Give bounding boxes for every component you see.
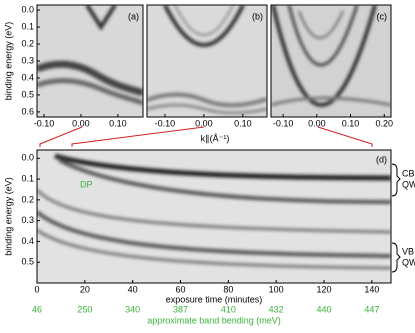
band: [37, 60, 143, 97]
intensity: [37, 5, 143, 106]
intensity: [147, 5, 267, 115]
band: [37, 188, 391, 234]
panel-frame: [270, 4, 392, 118]
annotation: DP: [80, 179, 93, 189]
band: [271, 5, 377, 107]
y-tick-label: 0.5: [21, 257, 34, 267]
annotation: QWS: [402, 257, 415, 267]
y-tick-label: 0.5: [21, 89, 34, 99]
band-bending-label: 250: [77, 304, 92, 314]
x-tick-label: 100: [269, 284, 284, 294]
x-tick-label: -0.10: [34, 118, 55, 128]
annotation: VB: [402, 246, 414, 256]
connectors: [39, 126, 373, 147]
intensity: [271, 5, 391, 107]
annotation: QWS: [402, 179, 415, 189]
panel-frame: [146, 4, 268, 118]
band-bending-label: 440: [317, 304, 332, 314]
brackets: [391, 163, 401, 273]
y-tick-label: 0.1: [21, 21, 34, 31]
x-tick-label: 120: [317, 284, 332, 294]
band: [147, 92, 267, 108]
band: [271, 96, 391, 107]
x-tick-label: 0: [34, 284, 39, 294]
y-tick-label: 0.4: [21, 236, 34, 246]
band-bending-label: 387: [173, 304, 188, 314]
band: [58, 158, 391, 204]
y-tick-label: 0.3: [21, 55, 34, 65]
annotation: CB: [402, 168, 415, 178]
panel-label: (a): [128, 11, 139, 21]
x-tick-label: 0.00: [72, 118, 90, 128]
x-tick-label: 0.00: [308, 118, 326, 128]
band-bending-label: 340: [125, 304, 140, 314]
y-tick-label: 0.1: [21, 173, 34, 183]
y-axis-label: binding energy (eV): [3, 22, 13, 101]
band-bending-label: 432: [269, 304, 284, 314]
panel-frame: [36, 149, 392, 284]
x-tick-label: -0.10: [155, 118, 176, 128]
y-tick-label: 0.2: [21, 38, 34, 48]
x-tick-label: 0.10: [234, 118, 252, 128]
band-bending-title: approximate band bending (meV): [147, 315, 281, 325]
band: [37, 210, 391, 258]
x-axis-label: k∥(Å⁻¹): [201, 133, 230, 143]
band: [37, 228, 391, 270]
panel: [37, 5, 143, 117]
band: [174, 5, 234, 36]
panel: [147, 5, 267, 117]
band: [287, 5, 359, 67]
x-tick-label: 0.00: [195, 118, 213, 128]
x-tick-label: 0.20: [375, 118, 393, 128]
panel: [37, 150, 391, 283]
band: [298, 10, 344, 39]
panel: [271, 5, 391, 117]
x-tick-label: 40: [128, 284, 138, 294]
panel-label: (b): [252, 11, 263, 21]
x-tick-label: 60: [176, 284, 186, 294]
y-tick-label: 0.0: [21, 4, 34, 14]
x-tick-label: -0.10: [273, 118, 294, 128]
y-tick-label: 0.2: [21, 194, 34, 204]
band: [85, 5, 117, 31]
y-tick-label: 0.3: [21, 215, 34, 225]
band: [54, 153, 391, 181]
x-axis-label: exposure time (minutes): [166, 294, 263, 304]
x-tick-label: 140: [364, 284, 379, 294]
y-tick-label: 0.6: [21, 106, 34, 116]
y-tick-label: 0.0: [21, 153, 34, 163]
y-axis-label: binding energy (eV): [3, 177, 13, 256]
panel-background: [147, 5, 267, 117]
x-tick-label: 80: [223, 284, 233, 294]
intensity: [37, 153, 391, 270]
band-bending-label: 410: [221, 304, 236, 314]
band: [163, 5, 245, 47]
y-tick-label: 0.4: [21, 72, 34, 82]
panel-label: (c): [377, 11, 388, 21]
x-tick-label: 0.10: [342, 118, 360, 128]
band-bending-label: 447: [364, 304, 379, 314]
panel-label: (d): [376, 154, 387, 164]
x-tick-label: 0.10: [109, 118, 127, 128]
band-bending-label: 46: [32, 304, 42, 314]
band: [147, 103, 267, 115]
band: [37, 78, 143, 106]
x-tick-label: 20: [80, 284, 90, 294]
